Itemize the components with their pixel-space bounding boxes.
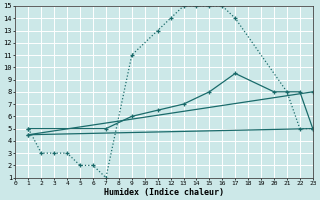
X-axis label: Humidex (Indice chaleur): Humidex (Indice chaleur): [104, 188, 224, 197]
